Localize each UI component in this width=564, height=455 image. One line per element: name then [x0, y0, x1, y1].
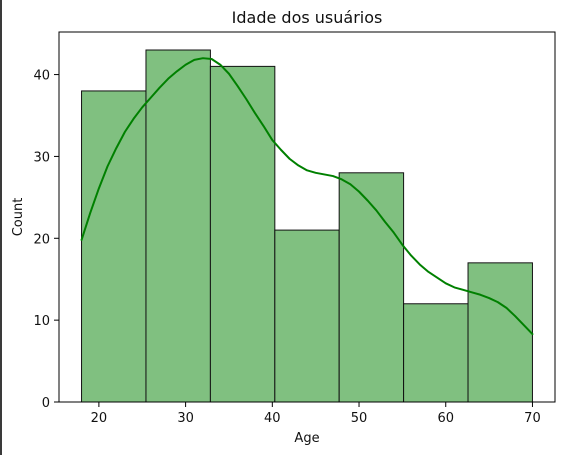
plot-frame [58, 31, 556, 403]
window-edge [0, 0, 2, 455]
x-axis: 20 30 40 50 60 70 [91, 402, 541, 426]
y-axis: 0 10 20 30 40 [33, 69, 59, 411]
x-tick-label: 70 [524, 411, 541, 426]
y-axis-label: Count [11, 198, 26, 237]
x-tick-label: 40 [264, 411, 281, 426]
histogram-bar [209, 65, 276, 403]
bars-layer [81, 49, 533, 403]
histogram-bar [274, 229, 340, 403]
histogram-bar [467, 262, 533, 403]
x-tick-label: 60 [437, 411, 454, 426]
histogram-bar [145, 49, 211, 403]
kde-layer [80, 57, 534, 336]
histogram-bar [338, 172, 405, 403]
x-tick-label: 20 [91, 411, 108, 426]
y-tick-label: 20 [33, 232, 50, 247]
y-tick-label: 40 [33, 69, 50, 84]
kde-line [80, 57, 534, 336]
y-tick-label: 10 [33, 314, 50, 329]
x-tick-label: 30 [177, 411, 194, 426]
histogram-bar [81, 90, 147, 403]
x-axis-label: Age [294, 431, 319, 446]
y-tick-label: 30 [33, 150, 50, 165]
chart-title: Idade dos usuários [232, 8, 383, 27]
histogram-bar [403, 303, 469, 403]
x-tick-label: 50 [351, 411, 368, 426]
y-tick-label: 0 [42, 396, 50, 411]
